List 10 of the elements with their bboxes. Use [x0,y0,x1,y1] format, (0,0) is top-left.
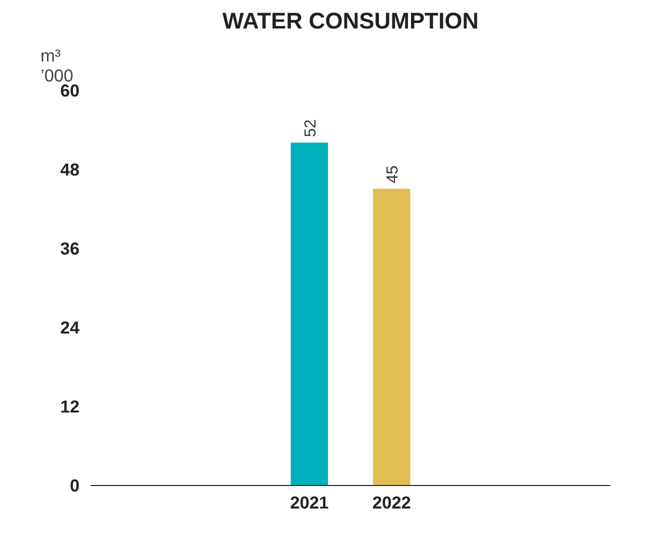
y-tick-label: 36 [60,238,80,258]
y-tick-label: 48 [60,160,80,180]
x-tick-label: 2021 [290,492,329,512]
data-label: 52 [302,119,320,138]
chart-title: WATER CONSUMPTION [222,8,479,34]
y-tick-label: 0 [70,476,80,496]
x-tick-label: 2022 [372,492,411,512]
y-tick-label: 24 [60,318,80,338]
data-label: 45 [384,165,402,184]
y-tick-label: 12 [60,396,80,416]
